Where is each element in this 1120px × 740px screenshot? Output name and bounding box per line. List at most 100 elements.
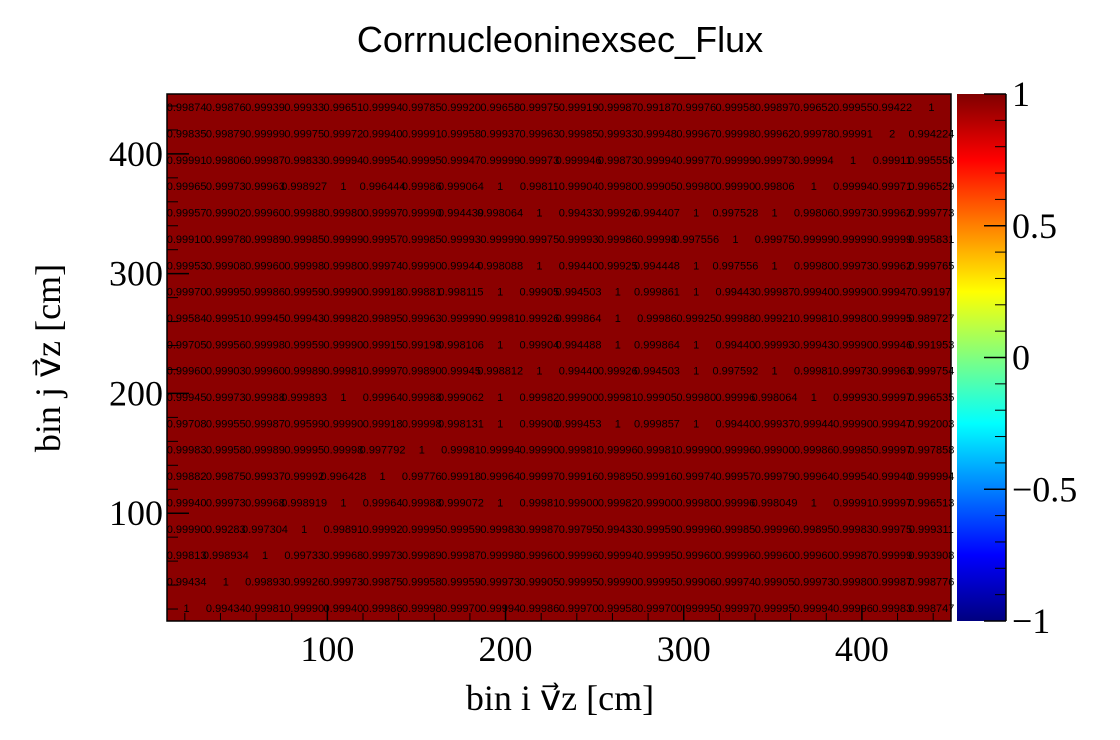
cell-value-label: 0.99926 bbox=[598, 208, 638, 220]
cell-value-label: 0.997304 bbox=[242, 524, 288, 536]
cell-value-label: 0.99990 bbox=[676, 445, 716, 457]
cell-value-label: 0.99895 bbox=[598, 471, 638, 483]
cell-value-label: 0.99994 bbox=[480, 603, 520, 615]
cell-value-label: 0.99985 bbox=[402, 234, 442, 246]
cell-value-label: 0.99944 bbox=[794, 418, 834, 430]
cell-value-label: 0.998115 bbox=[438, 287, 483, 299]
cell-value-label: 0.99963 bbox=[402, 313, 442, 325]
colorbar-tick-label: 1 bbox=[1012, 74, 1030, 114]
cell-value-label: 0.99964 bbox=[794, 471, 834, 483]
cell-value-label: 0.99916 bbox=[559, 471, 599, 483]
cell-value-label: 0.99943 bbox=[284, 313, 324, 325]
cell-value-label: 0.99977 bbox=[676, 155, 716, 167]
cell-value-label: 1 bbox=[693, 208, 699, 220]
cell-value-label: 1 bbox=[536, 208, 542, 220]
cell-value-label: 0.99995 bbox=[284, 445, 324, 457]
cell-value-label: 0.99981 bbox=[559, 445, 599, 457]
cell-value-label: 0.99990 bbox=[402, 208, 442, 220]
cell-value-label: 0.99940 bbox=[324, 603, 364, 615]
cell-value-label: 0.99904 bbox=[559, 181, 599, 193]
cell-value-label: 0.99921 bbox=[755, 313, 795, 325]
cell-value-label: 0.99433 bbox=[559, 208, 599, 220]
cell-value-label: 1 bbox=[497, 418, 503, 430]
cell-value-label: 0.996529 bbox=[908, 181, 954, 193]
cell-value-label: 0.99981 bbox=[245, 603, 285, 615]
cell-value-label: 0.99440 bbox=[716, 418, 756, 430]
cell-value-label: 0.99947 bbox=[872, 418, 912, 430]
cell-value-label: 0.99879 bbox=[206, 129, 246, 141]
cell-value-label: 0.99926 bbox=[284, 576, 324, 588]
cell-value-label: 0.99980 bbox=[794, 260, 834, 272]
cell-value-label: 0.994503 bbox=[556, 287, 602, 299]
cell-value-labels: 0.99874 0.99876 0.99939 0.99933 0.99651 0.999… bbox=[167, 102, 955, 615]
y-tick-label: 300 bbox=[109, 254, 163, 294]
cell-value-label: 0.99967 bbox=[676, 129, 716, 141]
cell-value-label: 0.99957 bbox=[716, 471, 756, 483]
cell-value-label: 0.99946 bbox=[872, 339, 912, 351]
cell-value-label: 0.99198 bbox=[402, 339, 442, 351]
cell-value-label: 0.99903 bbox=[206, 366, 246, 378]
cell-value-label: 0.99973 bbox=[206, 497, 246, 509]
cell-value-label: 0.99998 bbox=[637, 234, 677, 246]
cell-value-label: 0.99997 bbox=[716, 603, 756, 615]
cell-value-label: 0.99651 bbox=[324, 102, 364, 114]
cell-value-label: 0.991953 bbox=[908, 339, 954, 351]
cell-value-label: 0.99994 bbox=[363, 102, 403, 114]
cell-value-label: 0.99968 bbox=[245, 497, 285, 509]
cell-value-label: 0.99990 bbox=[716, 181, 756, 193]
cell-value-label: 0.996535 bbox=[908, 392, 954, 404]
cell-value-label: 0.992003 bbox=[908, 418, 954, 430]
cell-value-label: 0.99973 bbox=[755, 155, 795, 167]
cell-value-label: 0.99926 bbox=[520, 313, 560, 325]
cell-value-label: 0.99989 bbox=[245, 234, 285, 246]
cell-value-label: 0.998934 bbox=[203, 550, 249, 562]
cell-value-label: 0.99997 bbox=[872, 392, 912, 404]
cell-value-label: 0.999064 bbox=[438, 181, 484, 193]
cell-value-label: 0.99940 bbox=[363, 129, 403, 141]
cell-value-label: 0.99905 bbox=[637, 181, 677, 193]
cell-value-label: 1 bbox=[693, 287, 699, 299]
cell-value-label: 0.999072 bbox=[438, 497, 484, 509]
cell-value-label: 1 bbox=[497, 497, 503, 509]
cell-value-label: 0.99916 bbox=[637, 471, 677, 483]
cell-value-label: 0.99982 bbox=[520, 392, 560, 404]
cell-value-label: 0.99959 bbox=[637, 524, 677, 536]
cell-value-label: 0.996513 bbox=[908, 497, 954, 509]
cell-value-label: 0.99990 bbox=[324, 339, 364, 351]
cell-value-label: 0.99993 bbox=[441, 234, 481, 246]
cell-value-label: 0.99960 bbox=[520, 550, 560, 562]
cell-value-label: 0.99999 bbox=[480, 234, 520, 246]
cell-value-label: 0.99980 bbox=[324, 208, 364, 220]
cell-value-label: 0.99987 bbox=[872, 576, 912, 588]
cell-value-label: 0.99980 bbox=[676, 392, 716, 404]
cell-value-label: 1 bbox=[615, 339, 621, 351]
cell-value-label: 0.99440 bbox=[559, 260, 599, 272]
cell-value-label: 0.99988 bbox=[245, 392, 285, 404]
cell-value-label: 0.99999 bbox=[872, 234, 912, 246]
cell-value-label: 0.99990 bbox=[833, 418, 873, 430]
y-tick-label: 400 bbox=[109, 134, 163, 174]
cell-value-label: 0.99973 bbox=[480, 576, 520, 588]
cell-value-label: 0.99990 bbox=[284, 603, 324, 615]
cell-value-label: 0.999765 bbox=[908, 260, 954, 272]
cell-value-label: 0.99905 bbox=[755, 576, 795, 588]
cell-value-label: 0.994439 bbox=[438, 208, 484, 220]
cell-value-label: 0.99996 bbox=[559, 550, 599, 562]
cell-value-label: 0.99985 bbox=[284, 234, 324, 246]
cell-value-label: 0.99945 bbox=[245, 313, 285, 325]
cell-value-label: 1 bbox=[497, 339, 503, 351]
cell-value-label: 0.99999 bbox=[245, 129, 285, 141]
cell-value-label: 0.99995 bbox=[637, 576, 677, 588]
cell-value-label: 0.99985 bbox=[716, 524, 756, 536]
cell-value-label: 1 bbox=[262, 550, 268, 562]
cell-value-label: 0.99986 bbox=[520, 603, 560, 615]
cell-value-label: 0.99940 bbox=[167, 497, 207, 509]
cell-value-label: 0.99980 bbox=[676, 181, 716, 193]
cell-value-label: 1 bbox=[693, 339, 699, 351]
cell-value-label: 0.99994 bbox=[598, 550, 638, 562]
cell-value-label: 0.99900 bbox=[520, 418, 560, 430]
cell-value-label: 0.99974 bbox=[676, 471, 716, 483]
cell-value-label: 0.99987 bbox=[245, 418, 285, 430]
cell-value-label: 0.998049 bbox=[752, 497, 798, 509]
cell-value-label: 0.99973 bbox=[206, 392, 246, 404]
